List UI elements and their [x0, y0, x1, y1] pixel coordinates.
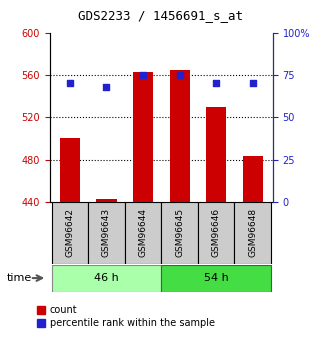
Text: GSM96642: GSM96642: [65, 208, 74, 257]
Bar: [52, 265, 161, 292]
Point: [104, 84, 109, 90]
Bar: [125, 202, 161, 264]
Text: 54 h: 54 h: [204, 273, 229, 283]
Point: [213, 81, 219, 86]
Text: GDS2233 / 1456691_s_at: GDS2233 / 1456691_s_at: [78, 9, 243, 22]
Text: time: time: [6, 273, 32, 283]
Text: GSM96643: GSM96643: [102, 208, 111, 257]
Legend: count, percentile rank within the sample: count, percentile rank within the sample: [37, 305, 215, 328]
Point: [141, 72, 146, 78]
Text: GSM96646: GSM96646: [212, 208, 221, 257]
Bar: [169, 70, 190, 202]
Text: GSM96645: GSM96645: [175, 208, 184, 257]
Bar: [161, 202, 198, 264]
Bar: [96, 199, 117, 202]
Text: 46 h: 46 h: [94, 273, 119, 283]
Point: [177, 72, 182, 78]
Bar: [52, 202, 88, 264]
Text: GSM96648: GSM96648: [248, 208, 257, 257]
Bar: [60, 138, 80, 202]
Bar: [88, 202, 125, 264]
Text: GSM96644: GSM96644: [139, 208, 148, 257]
Bar: [198, 202, 234, 264]
Point: [250, 81, 255, 86]
Bar: [161, 265, 271, 292]
Point: [67, 81, 73, 86]
Bar: [243, 156, 263, 202]
Bar: [234, 202, 271, 264]
Bar: [133, 72, 153, 202]
Bar: [206, 107, 226, 202]
